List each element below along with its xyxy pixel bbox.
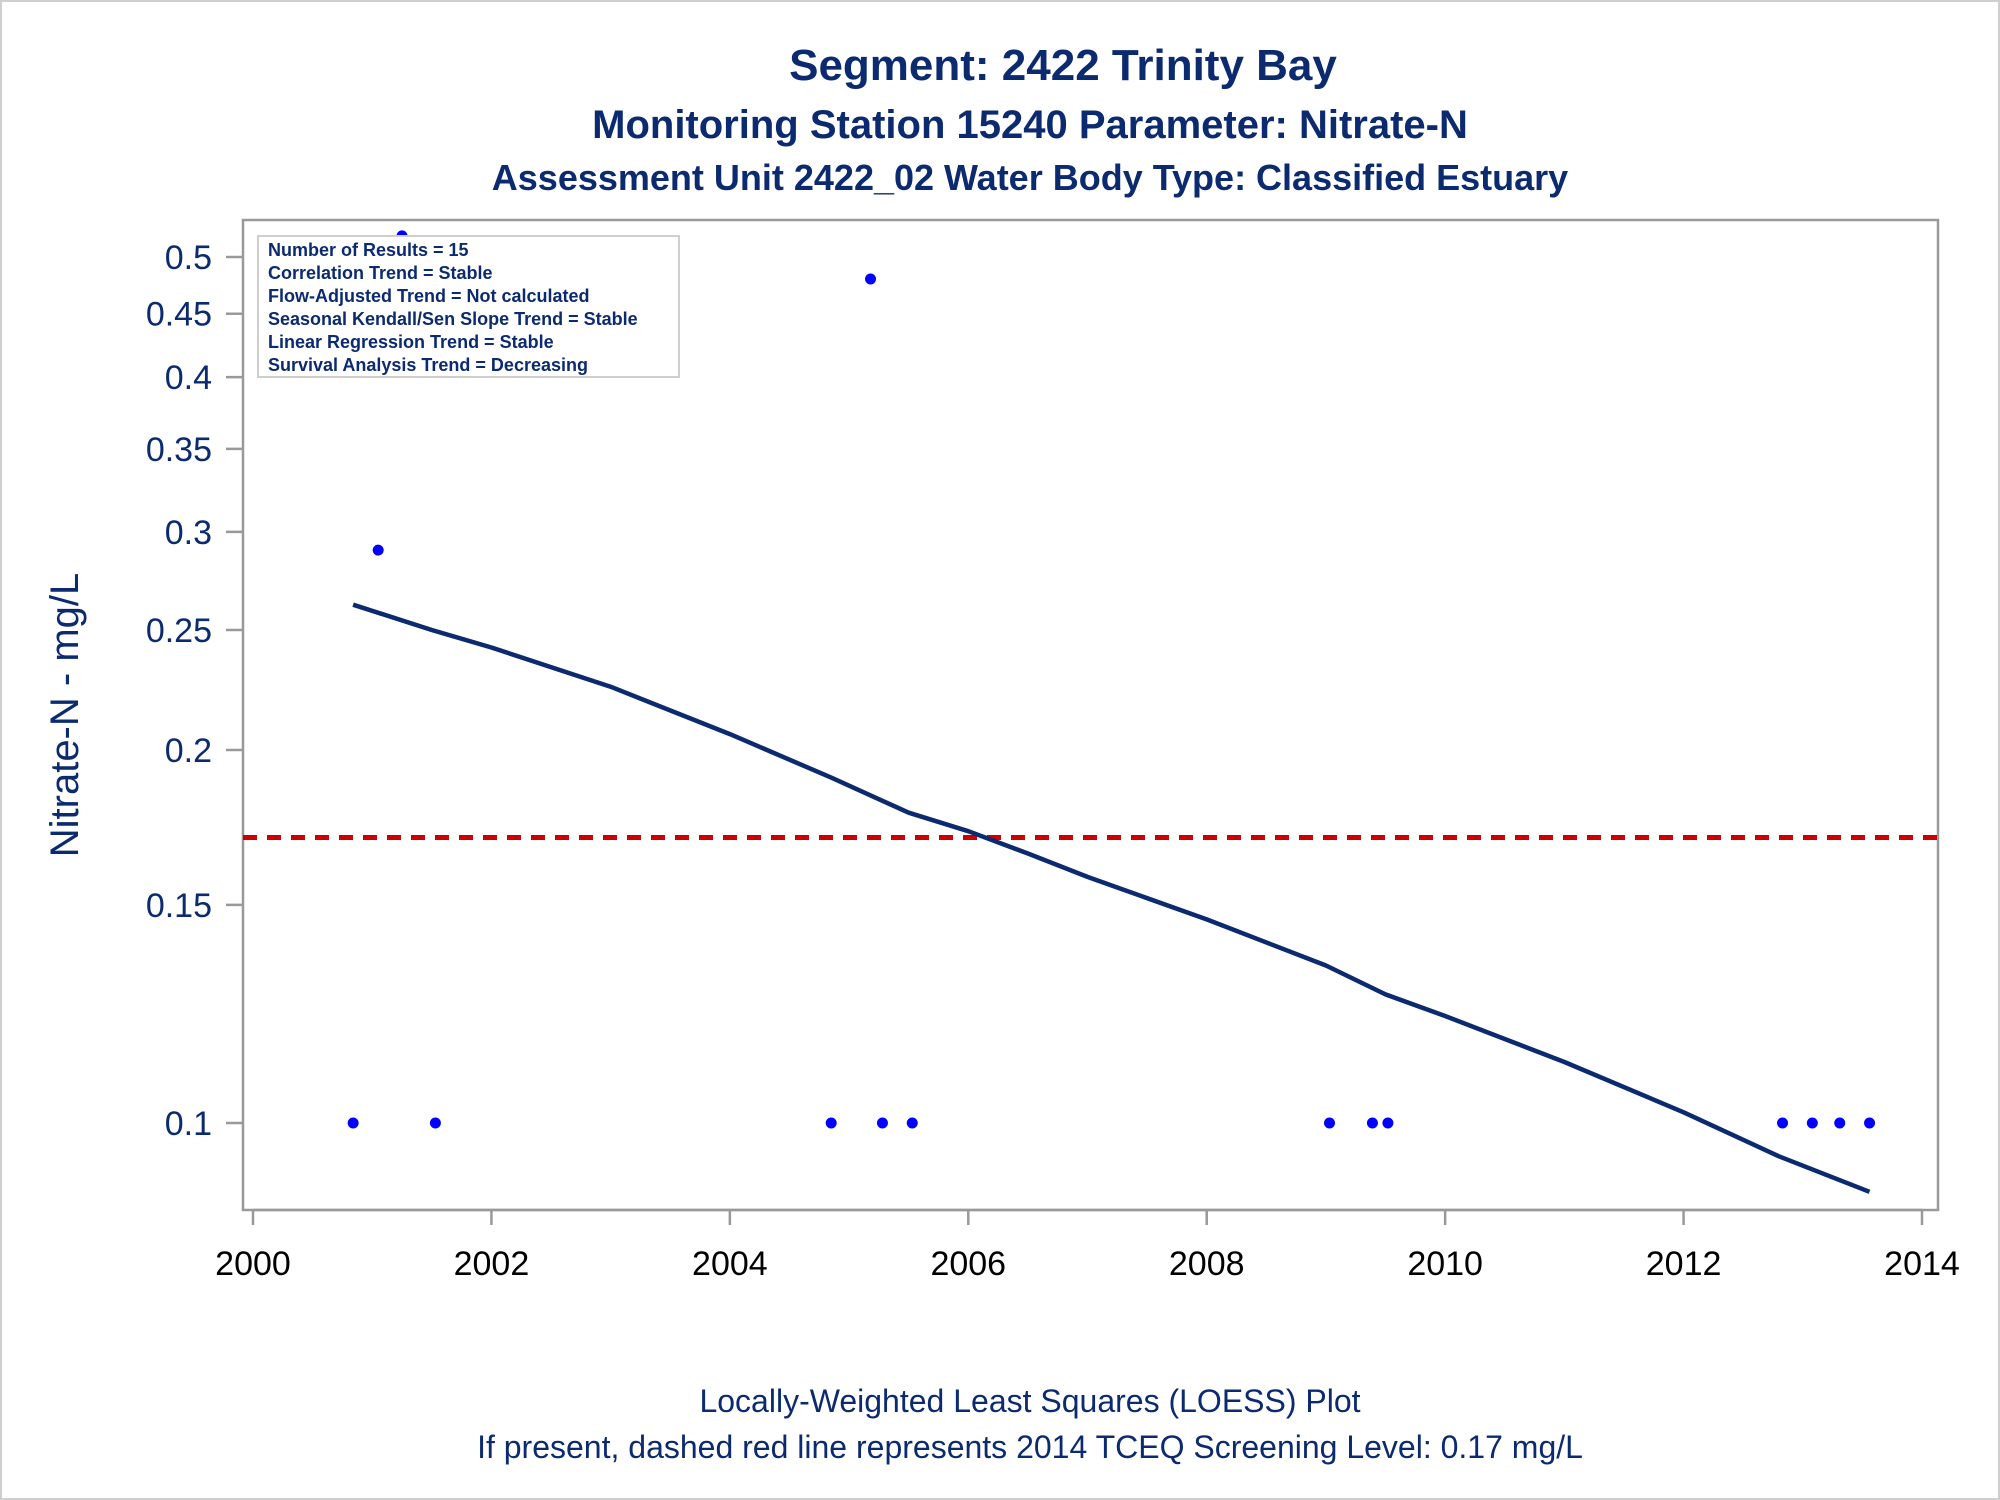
- chart-marks: [243, 230, 1938, 1194]
- x-tick-label: 2012: [1646, 1245, 1722, 1283]
- data-point: [825, 1117, 837, 1129]
- y-axis: 0.1 0.15 0.2 0.25 0.3 0.35 0.4 0.45 0.5: [146, 239, 243, 1143]
- y-axis-label: Nitrate-N - mg/L: [43, 573, 87, 858]
- data-point: [429, 1117, 441, 1129]
- data-point: [865, 273, 877, 285]
- stats-box: Number of Results = 15 Correlation Trend …: [257, 235, 680, 378]
- footnote-screening: If present, dashed red line represents 2…: [477, 1429, 1583, 1465]
- data-point: [372, 544, 384, 556]
- plot-area: [241, 218, 1940, 1212]
- y-tick-label: 0.45: [146, 296, 212, 334]
- x-tick-label: 2006: [930, 1245, 1006, 1283]
- data-point: [1834, 1117, 1846, 1129]
- chart-title: Segment: 2422 Trinity Bay: [789, 41, 1337, 90]
- footnote-loess: Locally-Weighted Least Squares (LOESS) P…: [699, 1383, 1360, 1419]
- y-tick-label: 0.25: [146, 612, 212, 650]
- x-tick-label: 2002: [454, 1245, 530, 1283]
- x-tick-label: 2000: [215, 1245, 291, 1283]
- data-point: [876, 1117, 888, 1129]
- x-tick-label: 2008: [1169, 1245, 1245, 1283]
- data-point: [1806, 1117, 1818, 1129]
- x-tick-label: 2014: [1884, 1245, 1960, 1283]
- stats-line: Correlation Trend = Stable: [268, 263, 493, 283]
- y-tick-label: 0.15: [146, 887, 212, 925]
- y-tick-label: 0.4: [165, 359, 212, 397]
- loess-curve: [352, 602, 1871, 1194]
- x-axis: 2000 2002 2004 2006 2008 2010 2012 2014: [215, 1208, 1960, 1283]
- data-point: [1382, 1117, 1394, 1129]
- stats-line: Flow-Adjusted Trend = Not calculated: [268, 286, 590, 306]
- y-tick-label: 0.1: [165, 1105, 212, 1143]
- data-point: [1366, 1117, 1378, 1129]
- y-tick-label: 0.3: [165, 514, 212, 552]
- data-point: [1324, 1117, 1336, 1129]
- data-point: [1864, 1117, 1876, 1129]
- stats-line: Linear Regression Trend = Stable: [268, 332, 554, 352]
- y-tick-label: 0.5: [165, 239, 212, 277]
- data-point: [906, 1117, 918, 1129]
- x-tick-label: 2010: [1407, 1245, 1483, 1283]
- chart-subtitle-station: Monitoring Station 15240 Parameter: Nitr…: [592, 103, 1468, 147]
- data-point: [1777, 1117, 1789, 1129]
- stats-line: Number of Results = 15: [268, 240, 469, 260]
- data-point: [347, 1117, 359, 1129]
- stats-box-frame: [257, 235, 680, 378]
- x-tick-label: 2004: [692, 1245, 768, 1283]
- y-tick-label: 0.2: [165, 732, 212, 770]
- chart-subtitle-assessment: Assessment Unit 2422_02 Water Body Type:…: [492, 157, 1568, 198]
- y-tick-label: 0.35: [146, 431, 212, 469]
- stats-line: Survival Analysis Trend = Decreasing: [268, 355, 588, 375]
- stats-line: Seasonal Kendall/Sen Slope Trend = Stabl…: [268, 309, 638, 329]
